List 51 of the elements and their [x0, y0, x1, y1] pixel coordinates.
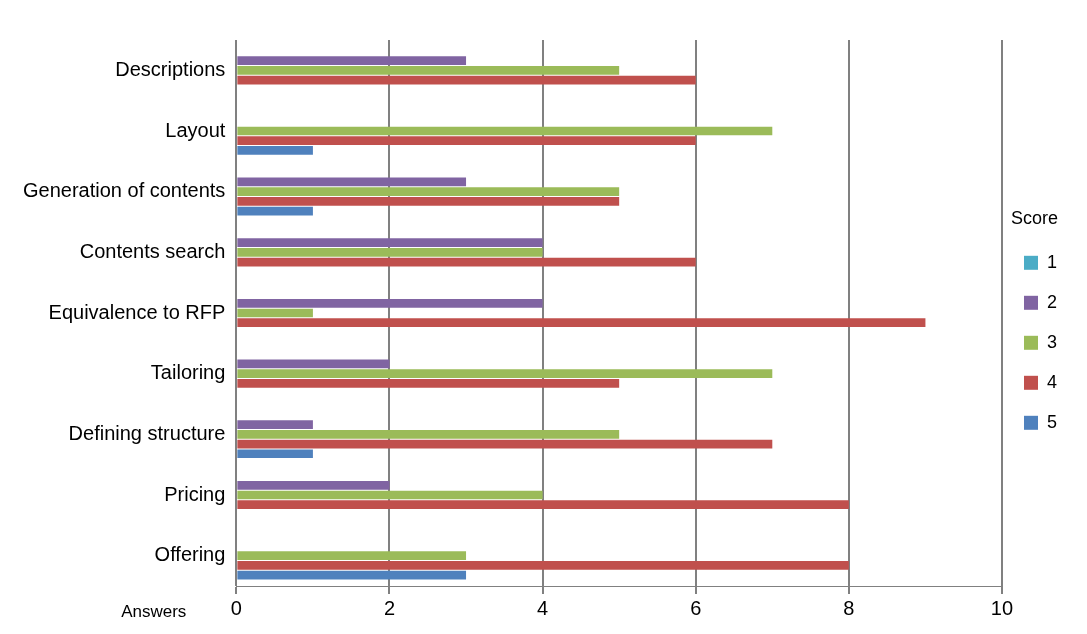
bar [237, 257, 696, 267]
y-tick-label: Equivalence to RFP [48, 300, 226, 323]
bar [237, 56, 467, 65]
bar [237, 490, 543, 500]
bar [237, 420, 313, 429]
bar [237, 238, 543, 247]
bar [237, 449, 313, 459]
bar [237, 500, 849, 510]
bar [237, 298, 543, 308]
bar [237, 247, 543, 257]
bar [237, 65, 620, 75]
y-tick-label: Contents search [79, 239, 226, 262]
x-tick-label: 0 [230, 596, 242, 619]
bar [237, 561, 849, 570]
legend-title: Score [1010, 208, 1059, 229]
bar [237, 369, 773, 379]
legend-label: 5 [1046, 411, 1057, 432]
y-tick-label: Tailoring [150, 361, 226, 384]
x-tick-label: 10 [990, 596, 1014, 619]
x-tick-label: 6 [690, 596, 702, 619]
legend-label: 2 [1046, 291, 1057, 312]
legend-label: 1 [1046, 251, 1057, 272]
bar [237, 429, 620, 439]
bar [237, 136, 696, 146]
y-tick-label: Offering [154, 543, 226, 566]
bar [237, 551, 467, 561]
legend-label: 4 [1046, 371, 1057, 392]
x-tick-label: 4 [537, 596, 549, 619]
y-tick-label: Descriptions [115, 57, 226, 80]
y-tick-label: Defining structure [68, 421, 226, 444]
bar [237, 177, 467, 187]
legend-label: 3 [1046, 331, 1057, 352]
bar [237, 570, 467, 580]
bar [237, 379, 620, 388]
y-tick-label: Pricing [164, 482, 226, 505]
x-tick-label: 8 [843, 596, 855, 619]
y-tick-label: Generation of contents [22, 179, 226, 202]
bar [237, 359, 390, 369]
bar [237, 206, 313, 216]
bar [237, 75, 696, 85]
bar [237, 197, 620, 206]
bar [237, 480, 390, 490]
x-axis-title: Answers [121, 602, 187, 622]
bar [237, 318, 926, 328]
bar [237, 146, 313, 155]
bar [237, 187, 620, 197]
bar [237, 126, 773, 136]
bar [237, 308, 313, 318]
bar [237, 439, 773, 449]
y-tick-label: Layout [165, 118, 226, 141]
x-tick-label: 2 [383, 596, 396, 619]
